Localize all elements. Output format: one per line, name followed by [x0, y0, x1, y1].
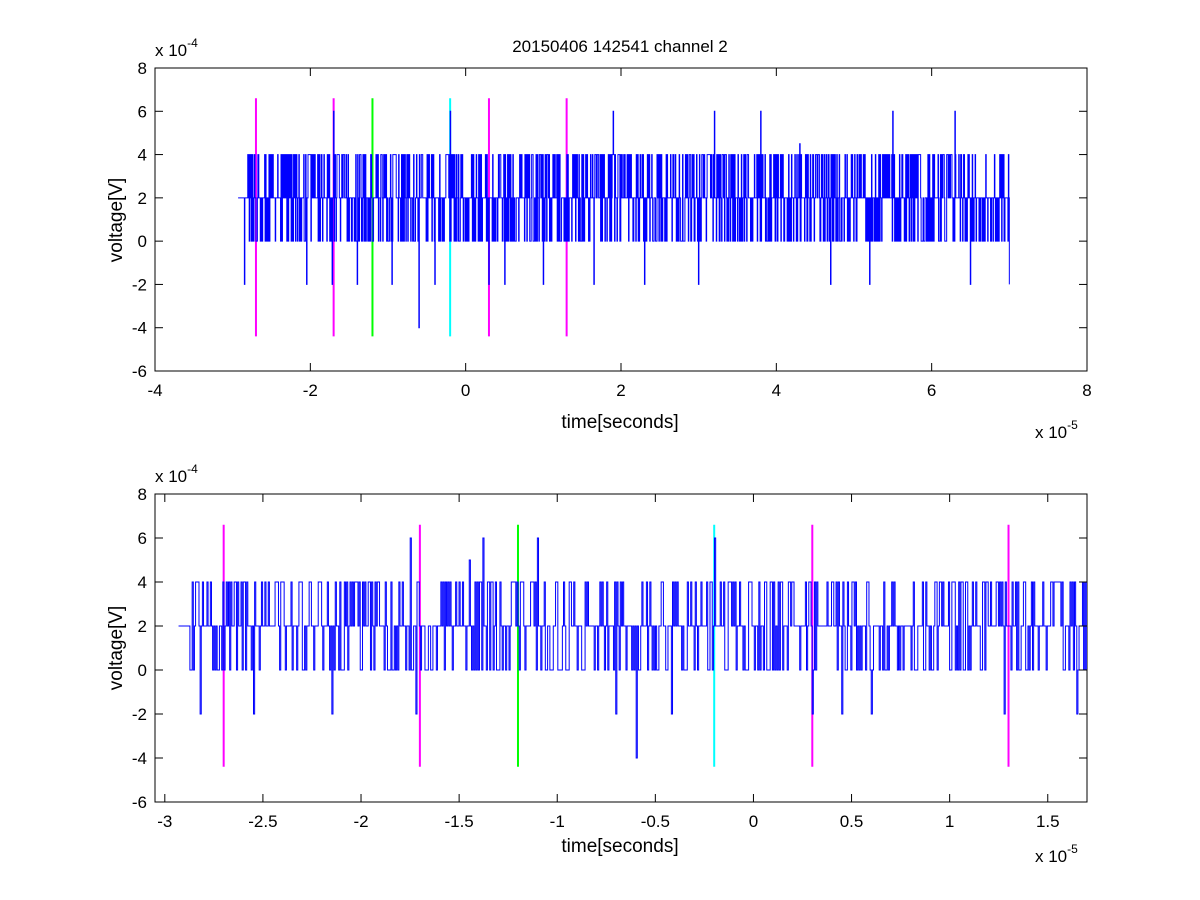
- chart-bottom-xtick-label: -1.5: [444, 812, 473, 831]
- chart-bottom-ytick-label: -6: [132, 793, 147, 812]
- chart-bottom: -3 -2.5 -2 -1.5 -1 -0.5 0 0.5 1 1.5 -6 -4 -2 0 2 4 6 8 t…: [106, 462, 1088, 866]
- chart-top-xlabel: time[seconds]: [561, 412, 678, 433]
- chart-top-x-multiplier: x 10-5: [1035, 418, 1078, 442]
- chart-top-ytick-label: 6: [138, 102, 147, 121]
- chart-top-xtick-label: 0: [461, 381, 470, 400]
- chart-bottom-ytick-label: 4: [138, 573, 147, 592]
- chart-top-series-line: [238, 110, 1010, 329]
- chart-top-y-multiplier-base: x 10: [155, 41, 187, 60]
- chart-top-series: [238, 110, 1010, 329]
- chart-top-ylabel: voltage[V]: [106, 178, 127, 263]
- chart-bottom-ytick-label: 6: [138, 529, 147, 548]
- chart-top-xtick-label: 4: [772, 381, 781, 400]
- chart-bottom-ytick-label: 8: [138, 485, 147, 504]
- chart-top: 20150406 142541 channel 2 -4 -2 0 2 4 6 8 -6-4…: [106, 36, 1092, 442]
- chart-bottom-xtick-label: 1: [945, 812, 954, 831]
- chart-bottom-ytick-label: -2: [132, 705, 147, 724]
- chart-bottom-xlabel: time[seconds]: [561, 836, 678, 857]
- chart-bottom-yticks: -6 -4 -2 0 2 4 6 8: [132, 485, 1087, 812]
- chart-top-title: 20150406 142541 channel 2: [512, 37, 728, 56]
- chart-top-x-multiplier-exponent: -5: [1067, 418, 1078, 432]
- chart-top-ytick-label: -6: [132, 362, 147, 381]
- chart-top-x-multiplier-base: x 10: [1035, 423, 1067, 442]
- chart-bottom-y-multiplier-exponent: -4: [187, 462, 198, 476]
- chart-bottom-x-multiplier-exponent: -5: [1067, 842, 1078, 856]
- chart-bottom-xtick-label: -2.5: [248, 812, 277, 831]
- chart-bottom-ytick-label: 0: [138, 661, 147, 680]
- chart-top-xtick-label: 6: [927, 381, 936, 400]
- chart-bottom-xtick-label: -1: [550, 812, 565, 831]
- chart-bottom-series-line: [178, 537, 1087, 759]
- chart-bottom-xtick-label: 0: [749, 812, 758, 831]
- chart-top-ytick-label: 2: [138, 189, 147, 208]
- chart-top-xticks: -4 -2 0 2 4 6 8: [147, 68, 1092, 400]
- chart-top-xtick-label: -4: [147, 381, 162, 400]
- chart-top-y-multiplier: x 10-4: [155, 36, 198, 60]
- chart-top-xtick-label: -2: [303, 381, 318, 400]
- chart-bottom-series: [178, 537, 1087, 759]
- chart-top-ytick-label: 4: [138, 146, 147, 165]
- chart-bottom-xtick-label: 0.5: [840, 812, 864, 831]
- chart-bottom-xtick-label: 1.5: [1036, 812, 1060, 831]
- chart-top-y-multiplier-exponent: -4: [187, 36, 198, 50]
- chart-bottom-ylabel: voltage[V]: [106, 606, 127, 691]
- chart-top-xtick-label: 8: [1082, 381, 1091, 400]
- chart-top-ytick-label: -4: [132, 319, 147, 338]
- chart-bottom-plot-area: [154, 493, 1088, 803]
- chart-bottom-xticks: -3 -2.5 -2 -1.5 -1 -0.5 0 0.5 1 1.5: [157, 494, 1060, 831]
- chart-bottom-xtick-label: -2: [353, 812, 368, 831]
- chart-bottom-y-multiplier-base: x 10: [155, 467, 187, 486]
- chart-top-ytick-label: 8: [138, 59, 147, 78]
- chart-top-yticks: -6 -4 -2 0 2 4 6 8: [132, 59, 1087, 381]
- chart-bottom-xtick-label: -3: [157, 812, 172, 831]
- chart-top-ytick-label: -2: [132, 275, 147, 294]
- chart-bottom-xtick-label: -0.5: [641, 812, 670, 831]
- chart-bottom-ytick-label: -4: [132, 749, 147, 768]
- chart-top-ytick-label: 0: [138, 232, 147, 251]
- chart-bottom-x-multiplier: x 10-5: [1035, 842, 1078, 866]
- chart-top-xtick-label: 2: [616, 381, 625, 400]
- chart-bottom-x-multiplier-base: x 10: [1035, 847, 1067, 866]
- chart-bottom-y-multiplier: x 10-4: [155, 462, 198, 486]
- chart-bottom-ytick-label: 2: [138, 617, 147, 636]
